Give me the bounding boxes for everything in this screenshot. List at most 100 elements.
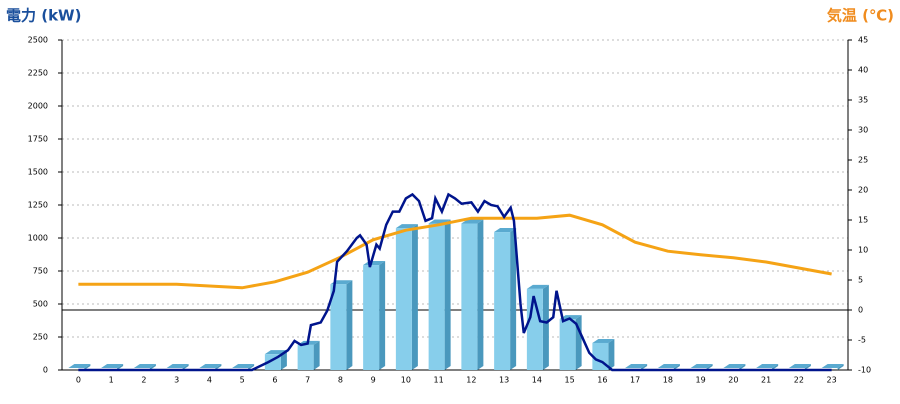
x-tick-label: 4 xyxy=(207,376,212,385)
bar-top xyxy=(166,364,189,368)
bar-top xyxy=(526,284,549,289)
bar-top xyxy=(494,228,517,233)
y-tick-label: 250 xyxy=(33,333,48,342)
y2-axis-title: 気温 (℃) xyxy=(827,7,894,25)
bar-side xyxy=(215,364,222,370)
y-tick-label: 1250 xyxy=(28,201,48,210)
y-tick-label: 2250 xyxy=(28,69,48,78)
y2-tick-label: -5 xyxy=(858,336,866,345)
x-tick-label: 3 xyxy=(174,376,179,385)
bar-side xyxy=(739,364,746,370)
bar-top xyxy=(395,224,418,229)
bar-side xyxy=(84,364,91,370)
y-tick-label: 2500 xyxy=(28,36,48,45)
bar xyxy=(395,228,412,370)
bar-top xyxy=(199,364,222,368)
bar-top xyxy=(101,364,124,368)
bar-side xyxy=(641,364,648,370)
bar-top xyxy=(690,364,713,368)
power-line xyxy=(78,192,832,372)
x-tick-label: 19 xyxy=(696,376,706,385)
y2-tick-label: 45 xyxy=(858,36,868,45)
x-tick-label: 11 xyxy=(434,376,444,385)
x-tick-label: 14 xyxy=(532,376,542,385)
bar xyxy=(428,223,445,370)
x-tick-label: 12 xyxy=(466,376,476,385)
y2-tick-label: 0 xyxy=(858,306,863,315)
bar-side xyxy=(149,364,156,370)
bar xyxy=(363,265,380,370)
bar xyxy=(461,223,478,370)
y2-tick-label: 5 xyxy=(858,276,863,285)
bar-top xyxy=(821,364,844,368)
x-tick-label: 15 xyxy=(565,376,575,385)
bar-side xyxy=(117,364,124,370)
y-tick-label: 1750 xyxy=(28,135,48,144)
y-tick-label: 500 xyxy=(33,300,48,309)
bar-side xyxy=(542,284,549,370)
y2-tick-label: 30 xyxy=(858,126,868,135)
bar-top xyxy=(559,315,582,320)
bar-top xyxy=(756,364,779,368)
bar-side xyxy=(411,224,418,370)
x-tick-label: 20 xyxy=(728,376,738,385)
bar-top xyxy=(657,364,680,368)
x-tick-label: 6 xyxy=(272,376,277,385)
bar-top xyxy=(133,364,156,368)
y2-tick-label: 25 xyxy=(858,156,868,165)
bar-top xyxy=(723,364,746,368)
y2-tick-label: 40 xyxy=(858,66,868,75)
bar-side xyxy=(706,364,713,370)
y2-tick-label: 20 xyxy=(858,186,868,195)
bar xyxy=(559,319,576,370)
bar xyxy=(297,344,314,370)
bar-side xyxy=(477,219,484,370)
x-tick-label: 16 xyxy=(597,376,607,385)
x-tick-label: 22 xyxy=(794,376,804,385)
y2-tick-label: 15 xyxy=(858,216,868,225)
bar-side xyxy=(379,261,386,370)
y-axis-title: 電力 (kW) xyxy=(6,7,81,25)
x-tick-label: 13 xyxy=(499,376,509,385)
x-tick-label: 23 xyxy=(827,376,837,385)
x-tick-label: 0 xyxy=(76,376,81,385)
y2-tick-label: 10 xyxy=(858,246,868,255)
bar-top xyxy=(68,364,91,368)
x-tick-label: 8 xyxy=(338,376,343,385)
y2-tick-label: -10 xyxy=(858,366,871,375)
y2-tick-label: 35 xyxy=(858,96,868,105)
x-tick-label: 9 xyxy=(371,376,376,385)
bar xyxy=(494,232,511,370)
bar-top xyxy=(625,364,648,368)
bar-top xyxy=(232,364,255,368)
bar-side xyxy=(608,338,615,370)
bar-side xyxy=(346,280,353,370)
x-tick-label: 10 xyxy=(401,376,411,385)
x-tick-label: 1 xyxy=(109,376,114,385)
bar-side xyxy=(772,364,779,370)
bar-top xyxy=(788,364,811,368)
x-tick-label: 7 xyxy=(305,376,310,385)
y-tick-label: 750 xyxy=(33,267,48,276)
x-tick-label: 21 xyxy=(761,376,771,385)
bar-top xyxy=(592,338,615,343)
bar-side xyxy=(804,364,811,370)
bar-side xyxy=(313,340,320,370)
bar-side xyxy=(673,364,680,370)
y-tick-label: 0 xyxy=(43,366,48,375)
x-tick-label: 17 xyxy=(630,376,640,385)
y-tick-label: 1500 xyxy=(28,168,48,177)
y-tick-label: 1000 xyxy=(28,234,48,243)
bar-side xyxy=(248,364,255,370)
bar-side xyxy=(510,228,517,370)
x-tick-label: 2 xyxy=(141,376,146,385)
bar-side xyxy=(182,364,189,370)
x-tick-label: 18 xyxy=(663,376,673,385)
y-tick-label: 2000 xyxy=(28,102,48,111)
bar xyxy=(330,284,347,370)
bar-side xyxy=(444,219,451,370)
bar-side xyxy=(837,364,844,370)
temperature-line xyxy=(78,213,832,290)
